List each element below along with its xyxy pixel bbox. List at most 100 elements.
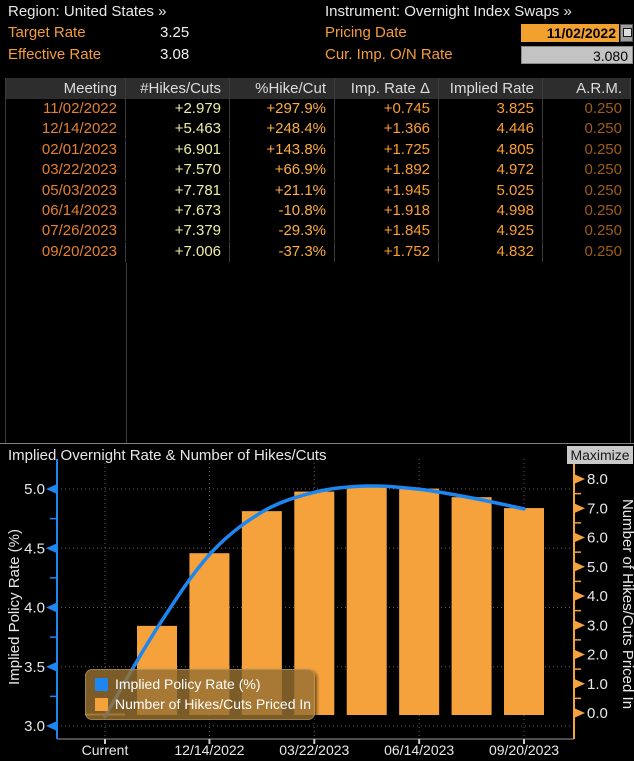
svg-text:5.0: 5.0 (587, 559, 608, 576)
svg-text:06/14/2023: 06/14/2023 (384, 742, 454, 758)
legend-item-bars: Number of Hikes/Cuts Priced In (86, 694, 314, 714)
table-cell: +7.006 (126, 241, 230, 262)
svg-text:3.5: 3.5 (24, 659, 45, 676)
table-cell: +297.9% (230, 99, 335, 119)
table-body: 11/02/2022 +2.979 +297.9% +0.745 3.825 0.250 1… (6, 99, 630, 262)
svg-text:5.0: 5.0 (24, 481, 45, 498)
table-row[interactable]: 11/02/2022 +2.979 +297.9% +0.745 3.825 0.250 (6, 99, 630, 119)
column-header: Imp. Rate Δ (335, 78, 439, 99)
table-cell: 4.805 (439, 139, 543, 160)
svg-text:6.0: 6.0 (587, 530, 608, 547)
cur-imp-rate-label: Cur. Imp. O/N Rate (325, 46, 453, 63)
table-cell: 0.250 (584, 140, 622, 158)
table-cell: 03/22/2023 (6, 160, 126, 181)
svg-text:12/14/2022: 12/14/2022 (174, 742, 244, 758)
table-row[interactable]: 02/01/2023 +6.901 +143.8% +1.725 4.805 0.250 (6, 139, 630, 160)
bar-series-swatch (95, 697, 108, 711)
table-cell: +1.945 (335, 180, 439, 201)
table-cell: +7.781 (126, 180, 230, 201)
chart-legend: Implied Policy Rate (%) Number of Hikes/… (85, 669, 315, 720)
table-cell: +1.892 (335, 160, 439, 181)
table-cell: 4.972 (439, 160, 543, 181)
pricing-date-input[interactable]: 11/02/2022 (521, 24, 619, 42)
table-cell: +21.1% (230, 180, 335, 201)
table-cell: 12/14/2022 (6, 119, 126, 140)
table-cell: +7.673 (126, 200, 230, 221)
chart-title: Implied Overnight Rate & Number of Hikes… (8, 447, 327, 464)
calendar-button[interactable] (620, 24, 633, 42)
table-cell: +7.379 (126, 221, 230, 242)
meetings-table: Meeting #Hikes/Cuts %Hike/Cut Imp. Rate Δ Im… (5, 78, 631, 443)
table-cell: 0.250 (584, 100, 622, 117)
table-cell: 0.250 (584, 161, 622, 179)
table-cell: +66.9% (230, 160, 335, 181)
table-cell: 4.925 (439, 221, 543, 242)
column-header: Meeting (6, 78, 126, 99)
column-header: Implied Rate (439, 78, 543, 99)
table-cell: 4.446 (439, 119, 543, 140)
svg-text:3.0: 3.0 (24, 718, 45, 735)
svg-text:Current: Current (82, 742, 129, 758)
region-selector[interactable]: Region: United States » (8, 3, 167, 20)
svg-text:4.0: 4.0 (587, 588, 608, 605)
right-axis-title: Number of Hikes/Cuts Priced In (619, 499, 634, 709)
table-cell: +5.463 (126, 119, 230, 140)
table-cell: 0.250 (584, 201, 622, 219)
svg-text:03/22/2023: 03/22/2023 (279, 742, 349, 758)
column-header: %Hike/Cut (230, 78, 335, 99)
pricing-date-label: Pricing Date (325, 24, 407, 41)
legend-item-label: Implied Policy Rate (%) (115, 676, 261, 692)
table-cell: 0.250 (584, 181, 622, 199)
chart-section: 3.0 3.5 4.0 4.5 5.0 0.0 1.0 2.0 3.0 4.0 5.0 6.0 7.0 8… (0, 443, 634, 760)
table-row[interactable]: 05/03/2023 +7.781 +21.1% +1.945 5.025 0.250 (6, 180, 630, 201)
svg-text:8.0: 8.0 (587, 471, 608, 488)
table-cell: 0.250 (584, 222, 622, 240)
column-header: A.R.M. (576, 80, 622, 97)
table-cell: 09/20/2023 (6, 241, 126, 262)
table-cell: 0.250 (584, 120, 622, 138)
effective-rate-value: 3.08 (160, 46, 190, 63)
svg-text:4.5: 4.5 (24, 540, 45, 557)
table-cell: 4.998 (439, 200, 543, 221)
table-row[interactable]: 09/20/2023 +7.006 -37.3% +1.752 4.832 0.250 (6, 241, 630, 262)
table-cell: -37.3% (230, 241, 335, 262)
table-cell: 5.025 (439, 180, 543, 201)
maximize-button[interactable]: Maximize (567, 446, 633, 464)
table-cell: 3.825 (439, 99, 543, 119)
svg-text:2.0: 2.0 (587, 647, 608, 664)
table-cell: +7.570 (126, 160, 230, 181)
legend-item-line: Implied Policy Rate (%) (86, 674, 314, 694)
table-cell: +1.752 (335, 241, 439, 262)
table-row[interactable]: 12/14/2022 +5.463 +248.4% +1.366 4.446 0.250 (6, 119, 630, 140)
column-separator-line (126, 263, 127, 443)
svg-text:09/20/2023: 09/20/2023 (489, 742, 559, 758)
svg-text:3.0: 3.0 (587, 617, 608, 634)
table-cell: +248.4% (230, 119, 335, 140)
legend-item-label: Number of Hikes/Cuts Priced In (115, 696, 312, 712)
instrument-selector[interactable]: Instrument: Overnight Index Swaps » (325, 3, 572, 20)
table-cell: -29.3% (230, 221, 335, 242)
table-cell: +2.979 (126, 99, 230, 119)
table-row[interactable]: 07/26/2023 +7.379 -29.3% +1.845 4.925 0.250 (6, 221, 630, 242)
target-rate-value: 3.25 (160, 24, 190, 41)
table-cell: 05/03/2023 (6, 180, 126, 201)
table-row[interactable]: 06/14/2023 +7.673 -10.8% +1.918 4.998 0.250 (6, 200, 630, 221)
table-cell: 11/02/2022 (6, 99, 126, 119)
svg-text:7.0: 7.0 (587, 500, 608, 517)
svg-text:1.0: 1.0 (587, 676, 608, 693)
target-rate-label: Target Rate (8, 24, 86, 41)
table-row[interactable]: 03/22/2023 +7.570 +66.9% +1.892 4.972 0.250 (6, 160, 630, 181)
table-cell: +143.8% (230, 139, 335, 160)
table-cell: 07/26/2023 (6, 221, 126, 242)
table-cell: 06/14/2023 (6, 200, 126, 221)
table-cell: 0.250 (584, 242, 622, 260)
table-cell: 4.832 (439, 241, 543, 262)
table-header-row: Meeting #Hikes/Cuts %Hike/Cut Imp. Rate Δ Im… (6, 78, 630, 99)
table-cell: +1.918 (335, 200, 439, 221)
table-cell: +0.745 (335, 99, 439, 119)
left-axis-title: Implied Policy Rate (%) (6, 529, 23, 685)
table-cell: +6.901 (126, 139, 230, 160)
line-series-swatch (95, 677, 108, 691)
calendar-icon (623, 28, 632, 37)
table-cell: 02/01/2023 (6, 139, 126, 160)
